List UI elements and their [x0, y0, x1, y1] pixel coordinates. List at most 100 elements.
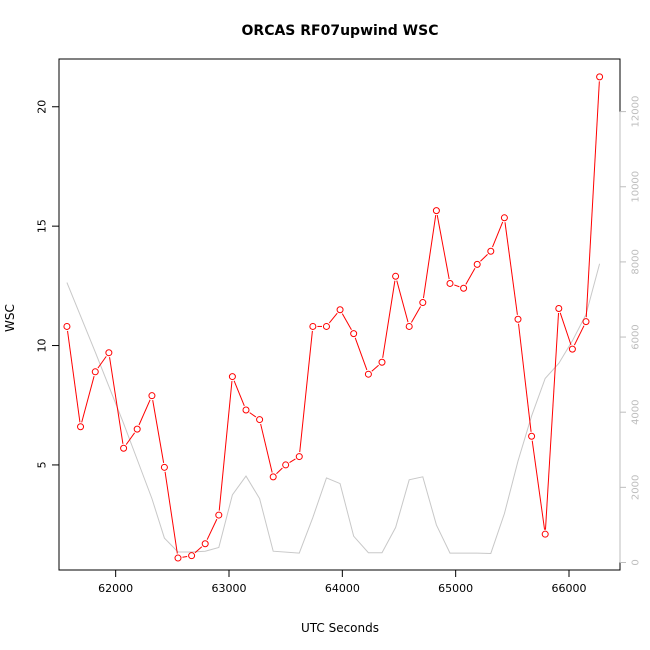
series-segment — [164, 471, 178, 554]
series-segment — [299, 330, 313, 453]
y-axis-right: 0 2000 4000 6000 8000 10000 12000 — [619, 96, 642, 566]
data-point — [174, 554, 182, 562]
data-point — [105, 349, 113, 357]
data-point — [555, 305, 563, 313]
y-tick-label: 10 — [36, 339, 49, 353]
x-tick-label: 65000 — [438, 582, 473, 595]
data-point — [242, 406, 250, 414]
series-segment — [492, 221, 504, 248]
series-segment — [81, 376, 95, 423]
series-layer — [63, 73, 604, 562]
series-segment — [518, 323, 532, 432]
series-segment — [504, 222, 518, 315]
series-segment — [182, 555, 188, 558]
data-point — [77, 423, 85, 431]
x-tick-label: 66000 — [552, 582, 587, 595]
series-segment — [396, 280, 409, 323]
y2-tick-label: 6000 — [631, 324, 642, 349]
data-point — [256, 416, 264, 424]
series-segment — [531, 440, 546, 530]
series-segment — [194, 546, 203, 554]
data-point — [215, 511, 223, 519]
series-segment — [328, 312, 338, 324]
series-segment — [465, 268, 476, 285]
data-point — [228, 373, 236, 381]
y2-tick-label: 4000 — [631, 399, 642, 424]
data-point — [405, 322, 413, 330]
series-segment — [454, 284, 460, 288]
data-point — [322, 322, 330, 330]
series-segment — [249, 412, 257, 418]
data-point — [120, 444, 128, 452]
x-tick-label: 64000 — [325, 582, 360, 595]
series-segment — [276, 467, 283, 475]
data-point — [148, 392, 156, 400]
series-segment — [371, 364, 379, 372]
series-segment — [436, 214, 450, 280]
y2-tick-label: 0 — [631, 559, 642, 565]
data-point — [350, 330, 358, 338]
y-axis-left: 5 10 15 20 — [36, 100, 60, 468]
data-point — [336, 306, 344, 314]
series-segment — [559, 312, 572, 346]
series-segment — [97, 356, 107, 369]
x-tick-label: 62000 — [98, 582, 133, 595]
data-point — [309, 322, 317, 330]
data-point — [460, 284, 468, 292]
data-point — [269, 473, 277, 481]
series-segment — [573, 325, 585, 346]
data-point — [201, 540, 209, 548]
series-segment — [260, 423, 273, 473]
data-point — [364, 370, 372, 378]
series-segment — [152, 400, 165, 463]
x-axis-label: UTC Seconds — [301, 621, 379, 635]
data-point — [419, 299, 427, 307]
data-point — [582, 318, 590, 326]
series-segment — [125, 432, 135, 445]
x-axis: 62000 63000 64000 65000 66000 — [98, 569, 587, 595]
y2-tick-label: 12000 — [631, 96, 642, 128]
data-point — [487, 247, 495, 255]
series-segment — [67, 330, 81, 423]
series-segment — [354, 337, 368, 371]
series-segment — [289, 458, 296, 464]
data-point — [541, 530, 549, 538]
series-segment — [109, 357, 124, 444]
series-segment — [382, 280, 396, 358]
y-axis-label: WSC — [3, 304, 17, 332]
data-point — [392, 272, 400, 280]
data-point — [568, 345, 576, 353]
data-point — [133, 425, 141, 433]
y2-tick-label: 10000 — [631, 171, 642, 203]
data-point — [282, 461, 290, 469]
y2-tick-label: 8000 — [631, 249, 642, 274]
series-segment — [233, 380, 245, 407]
series-segment — [341, 313, 352, 330]
y-tick-label: 15 — [36, 219, 49, 233]
chart-title: ORCAS RF07upwind WSC — [242, 23, 439, 39]
series-secondary-line — [66, 263, 601, 554]
series-segment — [544, 312, 560, 530]
series-segment — [138, 399, 151, 426]
series-segment — [585, 81, 600, 318]
y-tick-label: 20 — [36, 100, 49, 114]
data-point — [91, 368, 99, 376]
series-segment — [218, 381, 233, 511]
data-point — [514, 315, 522, 323]
data-point — [295, 453, 303, 461]
data-point — [528, 432, 536, 440]
series-segment — [422, 215, 437, 299]
data-point — [596, 73, 604, 81]
data-point — [378, 358, 386, 366]
series-segment — [480, 253, 488, 262]
data-point — [432, 207, 440, 215]
data-point — [446, 279, 454, 287]
x-tick-label: 63000 — [212, 582, 247, 595]
y-tick-label: 5 — [36, 461, 49, 468]
series-segment — [206, 518, 218, 540]
series-segment — [410, 306, 422, 323]
data-point — [473, 260, 481, 268]
data-point — [188, 552, 196, 560]
data-point — [500, 214, 508, 222]
